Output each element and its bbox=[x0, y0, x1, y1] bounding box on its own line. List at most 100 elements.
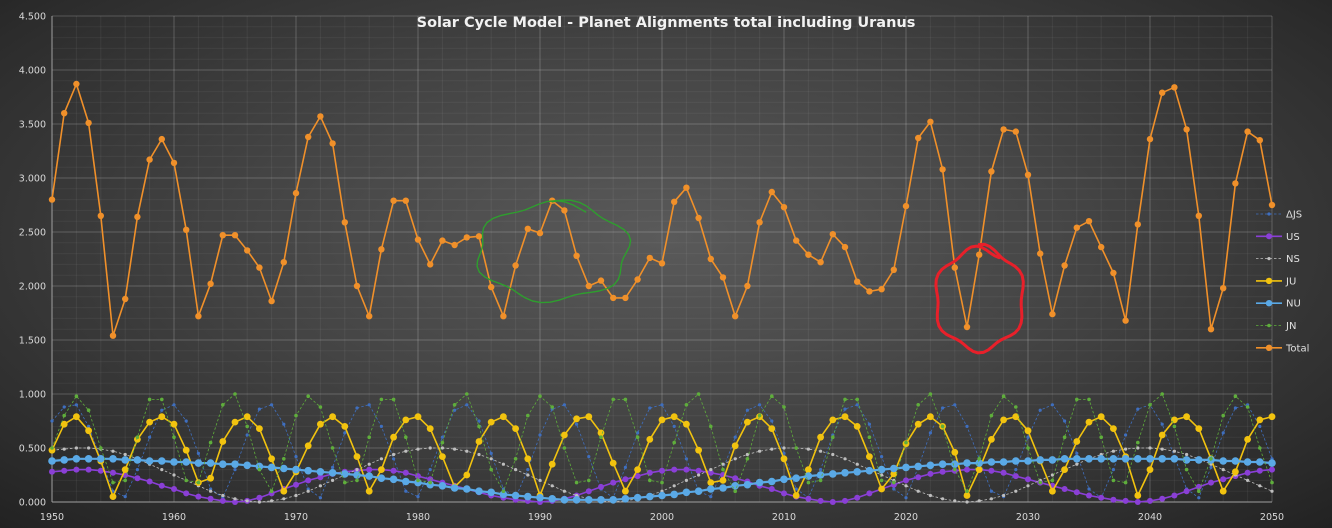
data-point-us bbox=[195, 493, 202, 500]
data-point-ju bbox=[60, 420, 68, 428]
data-point-ns bbox=[526, 473, 530, 477]
data-point-ns bbox=[697, 473, 701, 477]
data-point-total bbox=[1061, 262, 1068, 269]
data-point-total bbox=[573, 252, 580, 259]
data-point-jn bbox=[599, 435, 603, 440]
data-point-jn bbox=[1184, 467, 1189, 472]
data-point-js bbox=[1160, 422, 1164, 426]
data-point-ns bbox=[562, 489, 567, 493]
data-point-us bbox=[768, 486, 775, 492]
legend-marker-total bbox=[1265, 344, 1273, 351]
data-point-us bbox=[1244, 469, 1251, 476]
data-point-us bbox=[256, 494, 263, 501]
data-point-js bbox=[880, 455, 884, 459]
data-point-nu bbox=[609, 496, 617, 504]
data-point-total bbox=[1000, 126, 1007, 133]
data-point-nu bbox=[829, 470, 837, 478]
data-point-ns bbox=[538, 478, 542, 482]
data-point-us bbox=[732, 475, 739, 482]
data-point-js bbox=[660, 403, 664, 407]
data-point-nu bbox=[1060, 455, 1069, 463]
data-point-nu bbox=[853, 468, 861, 476]
data-point-jn bbox=[940, 424, 945, 429]
data-point-nu bbox=[719, 484, 727, 492]
data-point-total bbox=[207, 280, 214, 287]
data-point-nu bbox=[499, 490, 508, 499]
data-point-ju bbox=[1183, 413, 1190, 421]
data-point-total bbox=[366, 313, 373, 320]
data-point-jn bbox=[611, 397, 615, 402]
data-point-jn bbox=[818, 478, 823, 483]
data-point-us bbox=[854, 494, 861, 501]
data-point-ju bbox=[878, 485, 885, 493]
data-point-js bbox=[1124, 433, 1128, 437]
data-point-total bbox=[305, 133, 312, 141]
data-point-ju bbox=[1158, 431, 1166, 439]
data-point-js bbox=[965, 424, 969, 428]
data-point-jn bbox=[745, 457, 750, 461]
data-point-us bbox=[146, 478, 153, 485]
data-point-jn bbox=[1209, 457, 1213, 461]
data-point-jn bbox=[355, 478, 359, 483]
data-point-total bbox=[646, 254, 653, 262]
data-point-ns bbox=[270, 499, 274, 503]
data-point-nu bbox=[97, 455, 105, 463]
data-point-us bbox=[939, 468, 946, 475]
data-point-nu bbox=[585, 496, 593, 504]
data-point-total bbox=[671, 198, 678, 205]
data-point-nu bbox=[658, 491, 666, 500]
data-point-jn bbox=[953, 467, 957, 472]
data-point-jn bbox=[184, 478, 188, 483]
data-point-us bbox=[659, 467, 665, 474]
data-point-nu bbox=[328, 469, 337, 477]
data-point-nu bbox=[1024, 457, 1032, 465]
data-point-jn bbox=[86, 408, 91, 413]
data-point-total bbox=[1122, 317, 1129, 324]
data-point-us bbox=[232, 499, 238, 505]
data-point-js bbox=[1209, 465, 1213, 469]
legend-marker-ju bbox=[1265, 277, 1273, 285]
data-point-js bbox=[1075, 451, 1079, 455]
data-point-ns bbox=[806, 447, 811, 451]
data-point-total bbox=[756, 219, 763, 226]
data-point-jn bbox=[867, 435, 872, 440]
data-point-us bbox=[1012, 473, 1019, 480]
data-point-js bbox=[160, 408, 164, 412]
data-point-ju bbox=[573, 415, 580, 423]
data-point-ju bbox=[744, 418, 751, 426]
data-point-us bbox=[646, 469, 653, 476]
data-point-nu bbox=[633, 493, 642, 502]
data-point-nu bbox=[389, 475, 398, 484]
data-point-ju bbox=[1146, 466, 1154, 473]
x-tick-label: 2020 bbox=[894, 512, 918, 523]
chart-title: Solar Cycle Model - Planet Alignments to… bbox=[417, 15, 916, 31]
data-point-nu bbox=[548, 495, 556, 503]
data-point-jn bbox=[648, 478, 652, 483]
data-point-jn bbox=[111, 480, 115, 485]
data-point-jn bbox=[1233, 394, 1238, 399]
data-point-ns bbox=[453, 447, 457, 451]
data-point-js bbox=[282, 422, 286, 426]
y-tick-label: 0.000 bbox=[19, 498, 46, 509]
data-point-js bbox=[87, 424, 91, 428]
data-point-js bbox=[123, 495, 127, 499]
data-point-nu bbox=[72, 455, 81, 463]
data-point-js bbox=[331, 465, 335, 469]
data-point-js bbox=[416, 495, 420, 499]
data-point-us bbox=[1147, 497, 1153, 504]
data-point-ns bbox=[1258, 484, 1262, 488]
data-point-js bbox=[1087, 487, 1091, 491]
data-point-ns bbox=[257, 500, 261, 504]
data-point-ju bbox=[1049, 487, 1056, 495]
data-point-total bbox=[658, 260, 666, 267]
x-tick-label: 2010 bbox=[772, 512, 796, 523]
data-point-nu bbox=[1109, 455, 1118, 463]
data-point-total bbox=[1195, 212, 1203, 219]
data-point-jn bbox=[1221, 413, 1225, 418]
data-point-ju bbox=[683, 420, 690, 428]
data-point-jn bbox=[428, 480, 433, 485]
data-point-ju bbox=[1244, 436, 1251, 443]
data-point-us bbox=[390, 467, 397, 474]
